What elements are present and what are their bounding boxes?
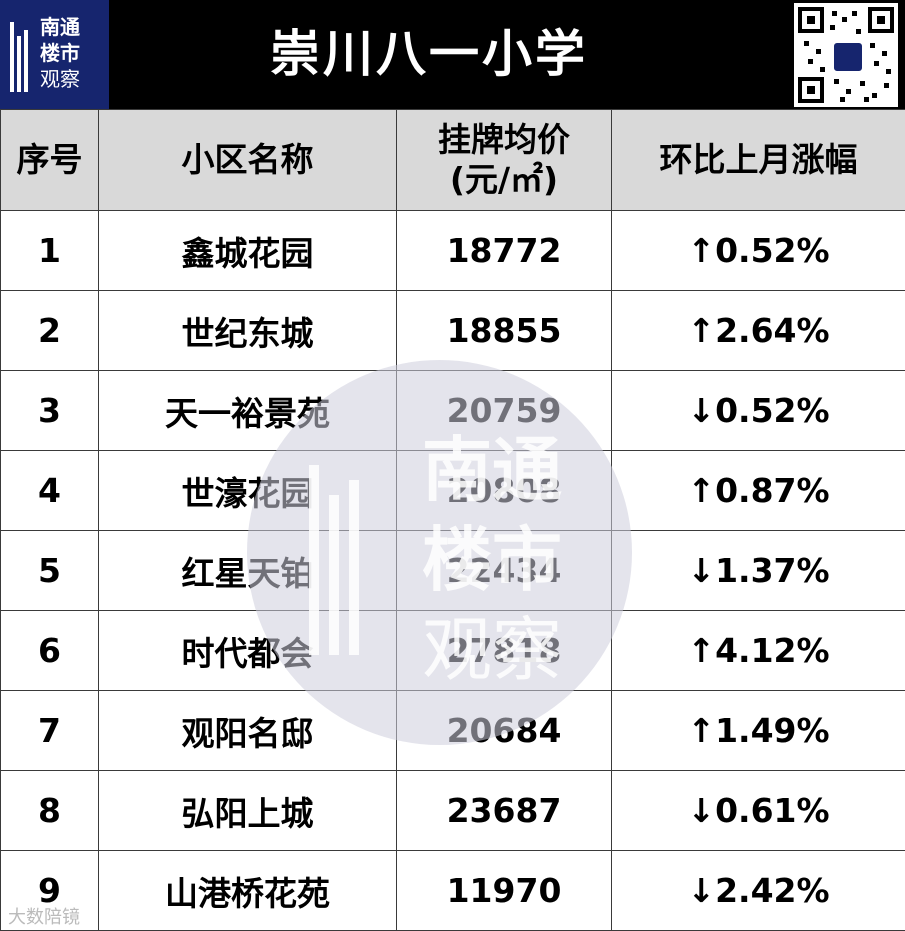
table-row: 9 山港桥花苑 11970 ↓2.42% bbox=[0, 850, 905, 931]
table-row: 5 红星天铂 22434 ↓1.37% bbox=[0, 530, 905, 611]
table-row: 2 世纪东城 18855 ↑2.64% bbox=[0, 290, 905, 371]
table-row: 3 天一裕景苑 20759 ↓0.52% bbox=[0, 370, 905, 451]
row-price: 22434 bbox=[396, 530, 612, 611]
header-change: 环比上月涨幅 bbox=[611, 109, 905, 211]
logo-text-line3: 观察 bbox=[40, 67, 80, 91]
logo-bars-icon bbox=[10, 22, 34, 92]
row-change: ↑4.12% bbox=[611, 610, 905, 691]
row-name: 山港桥花苑 bbox=[98, 850, 397, 931]
row-price: 20759 bbox=[396, 370, 612, 451]
table-row: 4 世濠花园 20808 ↑0.87% bbox=[0, 450, 905, 531]
row-price: 20808 bbox=[396, 450, 612, 531]
row-change: ↓0.61% bbox=[611, 770, 905, 851]
title-banner: 南通 楼市 观察 崇川八一小学 bbox=[0, 0, 905, 109]
row-name: 红星天铂 bbox=[98, 530, 397, 611]
row-name: 弘阳上城 bbox=[98, 770, 397, 851]
qr-center-logo-icon bbox=[832, 41, 864, 73]
row-change: ↓1.37% bbox=[611, 530, 905, 611]
row-price: 23687 bbox=[396, 770, 612, 851]
row-change: ↑2.64% bbox=[611, 290, 905, 371]
qr-code-icon bbox=[794, 3, 898, 107]
table-row: 7 观阳名邸 20684 ↑1.49% bbox=[0, 690, 905, 771]
row-name: 世濠花园 bbox=[98, 450, 397, 531]
row-index: 5 bbox=[0, 530, 99, 611]
page-title: 崇川八一小学 bbox=[270, 25, 588, 83]
header-name: 小区名称 bbox=[98, 109, 397, 211]
table-row: 1 鑫城花园 18772 ↑0.52% bbox=[0, 210, 905, 291]
header-price-line1: 挂牌均价 bbox=[438, 120, 570, 159]
row-index: 9 bbox=[0, 850, 99, 931]
logo-text-line2: 楼市 bbox=[40, 41, 80, 65]
brand-logo: 南通 楼市 观察 bbox=[0, 0, 109, 109]
row-index: 3 bbox=[0, 370, 99, 451]
row-price: 11970 bbox=[396, 850, 612, 931]
row-name: 天一裕景苑 bbox=[98, 370, 397, 451]
row-index: 4 bbox=[0, 450, 99, 531]
row-index: 2 bbox=[0, 290, 99, 371]
table-header-row: 序号 小区名称 挂牌均价 (元/㎡) 环比上月涨幅 bbox=[0, 109, 905, 211]
row-name: 鑫城花园 bbox=[98, 210, 397, 291]
row-name: 时代都会 bbox=[98, 610, 397, 691]
table-row: 8 弘阳上城 23687 ↓0.61% bbox=[0, 770, 905, 851]
row-change: ↑0.87% bbox=[611, 450, 905, 531]
footer-watermark: 大数陪镜 bbox=[8, 907, 80, 928]
logo-text-line1: 南通 bbox=[40, 15, 80, 39]
row-change: ↓2.42% bbox=[611, 850, 905, 931]
row-name: 世纪东城 bbox=[98, 290, 397, 371]
row-price: 27818 bbox=[396, 610, 612, 691]
row-change: ↑0.52% bbox=[611, 210, 905, 291]
header-price: 挂牌均价 (元/㎡) bbox=[396, 109, 612, 211]
row-index: 1 bbox=[0, 210, 99, 291]
header-price-line2: (元/㎡) bbox=[449, 160, 559, 199]
row-name: 观阳名邸 bbox=[98, 690, 397, 771]
row-price: 20684 bbox=[396, 690, 612, 771]
row-index: 6 bbox=[0, 610, 99, 691]
price-table: 序号 小区名称 挂牌均价 (元/㎡) 环比上月涨幅 1 鑫城花园 18772 ↑… bbox=[0, 109, 905, 931]
row-price: 18855 bbox=[396, 290, 612, 371]
header-index: 序号 bbox=[0, 109, 99, 211]
table-row: 6 时代都会 27818 ↑4.12% bbox=[0, 610, 905, 691]
row-price: 18772 bbox=[396, 210, 612, 291]
row-index: 8 bbox=[0, 770, 99, 851]
row-change: ↓0.52% bbox=[611, 370, 905, 451]
row-change: ↑1.49% bbox=[611, 690, 905, 771]
row-index: 7 bbox=[0, 690, 99, 771]
